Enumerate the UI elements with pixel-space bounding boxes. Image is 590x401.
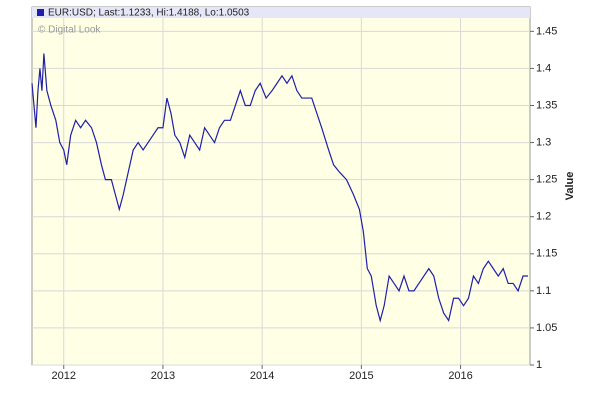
- x-tick-label: 2013: [151, 370, 175, 382]
- x-tick-label: 2012: [52, 370, 76, 382]
- legend-swatch: [37, 9, 44, 16]
- x-tick-label: 2014: [250, 370, 274, 382]
- y-tick-label: 1.15: [536, 248, 557, 260]
- plot-area: [31, 6, 531, 366]
- y-tick-label: 1.3: [536, 136, 551, 148]
- y-tick-label: 1.05: [536, 322, 557, 334]
- watermark: © Digital Look: [38, 25, 101, 36]
- legend-band: [32, 7, 530, 18]
- y-tick-label: 1.4: [536, 62, 551, 74]
- x-tick-label: 2016: [448, 370, 472, 382]
- y-tick-label: 1.45: [536, 25, 557, 37]
- x-tick-label: 2015: [349, 370, 373, 382]
- line-series: [31, 53, 529, 323]
- y-tick-label: 1.1: [536, 285, 551, 297]
- y-tick-label: 1.35: [536, 99, 557, 111]
- legend-label: EUR:USD; Last:1.1233, Hi:1.4188, Lo:1.05…: [48, 8, 250, 19]
- y-tick-label: 1.2: [536, 211, 551, 223]
- y-axis-label: Value: [564, 172, 576, 201]
- y-tick-label: 1: [536, 359, 542, 371]
- y-tick-label: 1.25: [536, 174, 557, 186]
